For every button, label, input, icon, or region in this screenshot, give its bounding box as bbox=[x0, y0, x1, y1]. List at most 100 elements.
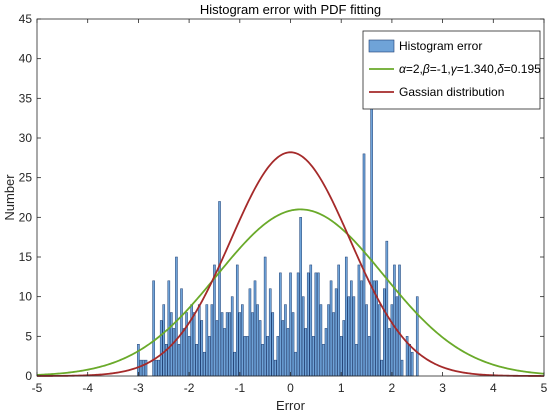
y-tick-label: 20 bbox=[19, 210, 33, 224]
y-axis-label: Number bbox=[2, 174, 17, 221]
histogram-bar bbox=[385, 240, 389, 377]
histogram-bar bbox=[357, 264, 361, 377]
histogram-bar bbox=[324, 328, 328, 377]
y-tick-label: 35 bbox=[19, 91, 33, 105]
x-tick-label: 3 bbox=[439, 381, 446, 395]
histogram-bar bbox=[319, 304, 323, 377]
histogram-bar bbox=[235, 264, 239, 377]
histogram-bar bbox=[388, 328, 391, 377]
x-tick-label: 0 bbox=[287, 381, 294, 395]
histogram-bar bbox=[347, 296, 351, 377]
histogram-bar bbox=[152, 280, 155, 377]
histogram-bar bbox=[291, 312, 295, 377]
histogram-bar bbox=[205, 304, 209, 377]
histogram-bar bbox=[261, 344, 264, 377]
histogram-bar bbox=[352, 296, 356, 377]
histogram-bar bbox=[317, 272, 320, 377]
histogram-bar bbox=[306, 272, 310, 377]
y-axis-ticks: 0 5 10 15 20 25 30 35 40 45 bbox=[19, 12, 544, 383]
curve-gaussian bbox=[37, 151, 544, 377]
histogram-bar bbox=[137, 344, 140, 377]
histogram-bar bbox=[220, 312, 224, 377]
histogram-bar bbox=[263, 256, 267, 377]
histogram-bar bbox=[309, 264, 313, 377]
histogram-bar bbox=[329, 280, 333, 377]
histogram-bar bbox=[157, 359, 160, 377]
histogram-bar bbox=[395, 296, 399, 377]
fitted-curves bbox=[36, 151, 545, 377]
legend-label-histogram: Histogram error bbox=[399, 39, 482, 53]
histogram-bar bbox=[162, 304, 166, 377]
legend-label: α=2,β=-1,γ=1.340,δ=0.195 bbox=[399, 62, 541, 76]
histogram-bar bbox=[408, 344, 411, 377]
histogram-bar bbox=[344, 256, 348, 377]
y-tick-label: 10 bbox=[19, 290, 33, 304]
x-tick-label: -3 bbox=[133, 381, 144, 395]
histogram-bar bbox=[159, 320, 163, 377]
histogram-bar bbox=[248, 288, 252, 377]
histogram-bar bbox=[362, 153, 366, 377]
legend: Histogram error α=2,β=-1,γ=1.340,δ=0.195 G… bbox=[362, 30, 541, 110]
x-tick-label: -2 bbox=[184, 381, 195, 395]
histogram-bar bbox=[172, 328, 176, 377]
histogram-bar bbox=[253, 280, 257, 377]
histogram-bar bbox=[380, 359, 384, 377]
histogram-bar bbox=[274, 359, 277, 377]
histogram-bar bbox=[410, 351, 414, 377]
histogram-bar bbox=[154, 359, 158, 377]
histogram-bar bbox=[142, 359, 145, 377]
histogram-bar bbox=[230, 296, 234, 377]
histogram-bar bbox=[223, 328, 226, 377]
histogram-bar bbox=[203, 351, 206, 377]
histogram-bar bbox=[294, 351, 297, 377]
x-tick-label: 2 bbox=[389, 381, 396, 395]
histogram-bar bbox=[301, 296, 305, 377]
x-tick-label: -4 bbox=[82, 381, 93, 395]
histogram-bar bbox=[241, 304, 244, 377]
histogram-bar bbox=[233, 351, 237, 377]
histogram-bar bbox=[187, 336, 191, 377]
histogram-bar bbox=[238, 312, 242, 377]
x-tick-label: 5 bbox=[541, 381, 548, 395]
histogram-bar bbox=[312, 336, 315, 377]
histogram-bar bbox=[215, 320, 219, 377]
histogram-bar bbox=[284, 304, 287, 377]
histogram-bar bbox=[182, 328, 186, 377]
histogram-bar bbox=[210, 304, 214, 377]
histogram-bar bbox=[258, 320, 262, 377]
histogram-bar bbox=[175, 256, 178, 377]
histogram-bar bbox=[266, 336, 269, 377]
histogram-bar bbox=[337, 264, 340, 377]
histogram-bar bbox=[304, 328, 307, 377]
histogram-bar bbox=[289, 272, 292, 377]
histogram-bar bbox=[332, 312, 335, 377]
histogram-bar bbox=[177, 344, 181, 377]
histogram-bar bbox=[296, 272, 300, 377]
y-tick-label: 25 bbox=[19, 171, 33, 185]
histogram-bar bbox=[415, 296, 419, 377]
histogram-bar bbox=[208, 336, 211, 377]
histogram-bar bbox=[218, 201, 221, 377]
histogram-bar bbox=[286, 328, 290, 377]
histogram-bar bbox=[268, 288, 272, 377]
y-tick-label: 15 bbox=[19, 250, 33, 264]
curve-fitted-pdf bbox=[36, 208, 545, 376]
histogram-bar bbox=[400, 359, 404, 377]
histogram-bar bbox=[228, 312, 231, 377]
y-tick-label: 0 bbox=[25, 369, 32, 383]
histogram-bar bbox=[342, 320, 346, 377]
legend-swatch-histogram bbox=[368, 39, 395, 53]
x-axis-label: Error bbox=[276, 398, 306, 413]
histogram-bar bbox=[390, 304, 394, 377]
histogram-bar bbox=[365, 304, 368, 377]
y-tick-label: 45 bbox=[19, 12, 33, 26]
histogram-bar bbox=[243, 336, 247, 377]
histogram-bar bbox=[279, 272, 282, 377]
histogram-bar bbox=[197, 304, 201, 377]
histogram-bar bbox=[213, 264, 216, 377]
histogram-bar bbox=[314, 272, 318, 377]
histogram-bar bbox=[225, 312, 229, 377]
histogram-bar bbox=[192, 312, 196, 377]
histogram-bar bbox=[276, 336, 280, 377]
